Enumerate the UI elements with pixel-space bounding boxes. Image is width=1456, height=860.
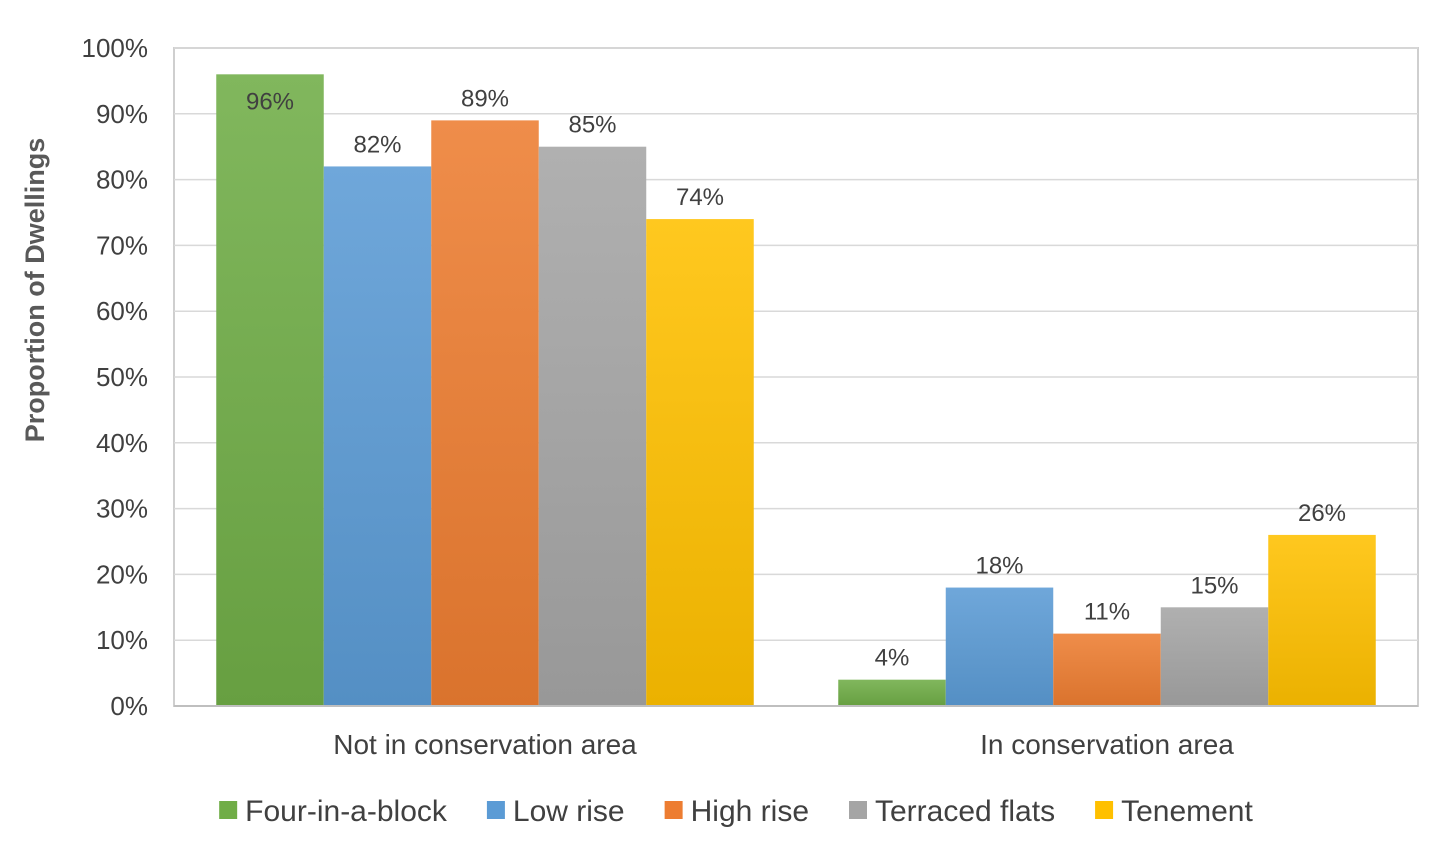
legend-label: Four-in-a-block: [245, 795, 448, 828]
legend-item: Low rise: [486, 795, 625, 828]
data-label: 11%: [1084, 599, 1130, 626]
y-tick-label: 20%: [96, 559, 148, 589]
data-label: 18%: [975, 553, 1023, 580]
data-label: 15%: [1190, 572, 1238, 599]
bar-0-0: [216, 74, 324, 706]
y-tick-label: 50%: [96, 362, 148, 392]
legend-swatch: [1095, 801, 1114, 819]
legend-item: High rise: [664, 795, 809, 828]
bar-3-0: [538, 146, 647, 706]
legend-item: Four-in-a-block: [219, 795, 448, 828]
legend-swatch: [219, 801, 238, 819]
data-label: 26%: [1298, 500, 1346, 527]
y-tick-label: 100%: [82, 33, 149, 63]
bar-3-1: [1160, 607, 1269, 706]
legend-item: Tenement: [1095, 795, 1253, 828]
data-label: 89%: [461, 85, 509, 112]
legend-swatch: [849, 801, 867, 819]
legend: Four-in-a-block Low rise High rise Terraced…: [219, 795, 1253, 828]
bar-1-1: [945, 587, 1054, 706]
legend-item: Terraced flats: [849, 795, 1055, 828]
bar-1-0: [323, 166, 432, 706]
y-tick-label: 40%: [96, 428, 148, 458]
legend-swatch: [664, 801, 683, 819]
category-label: Not in conservation area: [333, 729, 637, 760]
data-label: 85%: [568, 112, 616, 139]
legend-label: Terraced flats: [875, 795, 1055, 828]
legend-label: Low rise: [513, 795, 625, 828]
y-tick-label: 90%: [96, 99, 148, 129]
y-tick-label: 10%: [96, 625, 148, 655]
y-tick-label: 60%: [96, 296, 148, 326]
data-label: 4%: [875, 645, 910, 672]
data-label: 82%: [353, 131, 401, 158]
bar-4-0: [646, 219, 754, 706]
bar-2-0: [431, 120, 539, 706]
data-label: 74%: [676, 184, 724, 211]
bar-2-1: [1053, 633, 1161, 706]
y-tick-label: 30%: [96, 494, 148, 524]
bar-4-1: [1268, 534, 1376, 706]
data-label: 96%: [246, 88, 294, 115]
y-tick-label: 80%: [96, 165, 148, 195]
bar-0-1: [838, 679, 946, 706]
legend-label: Tenement: [1121, 795, 1253, 828]
category-label: In conservation area: [980, 729, 1234, 760]
legend-swatch: [486, 801, 505, 819]
legend-label: High rise: [691, 795, 809, 828]
y-tick-label: 70%: [96, 230, 148, 260]
y-axis-label: Proportion of Dwellings: [20, 138, 50, 443]
y-tick-label: 0%: [110, 691, 148, 721]
